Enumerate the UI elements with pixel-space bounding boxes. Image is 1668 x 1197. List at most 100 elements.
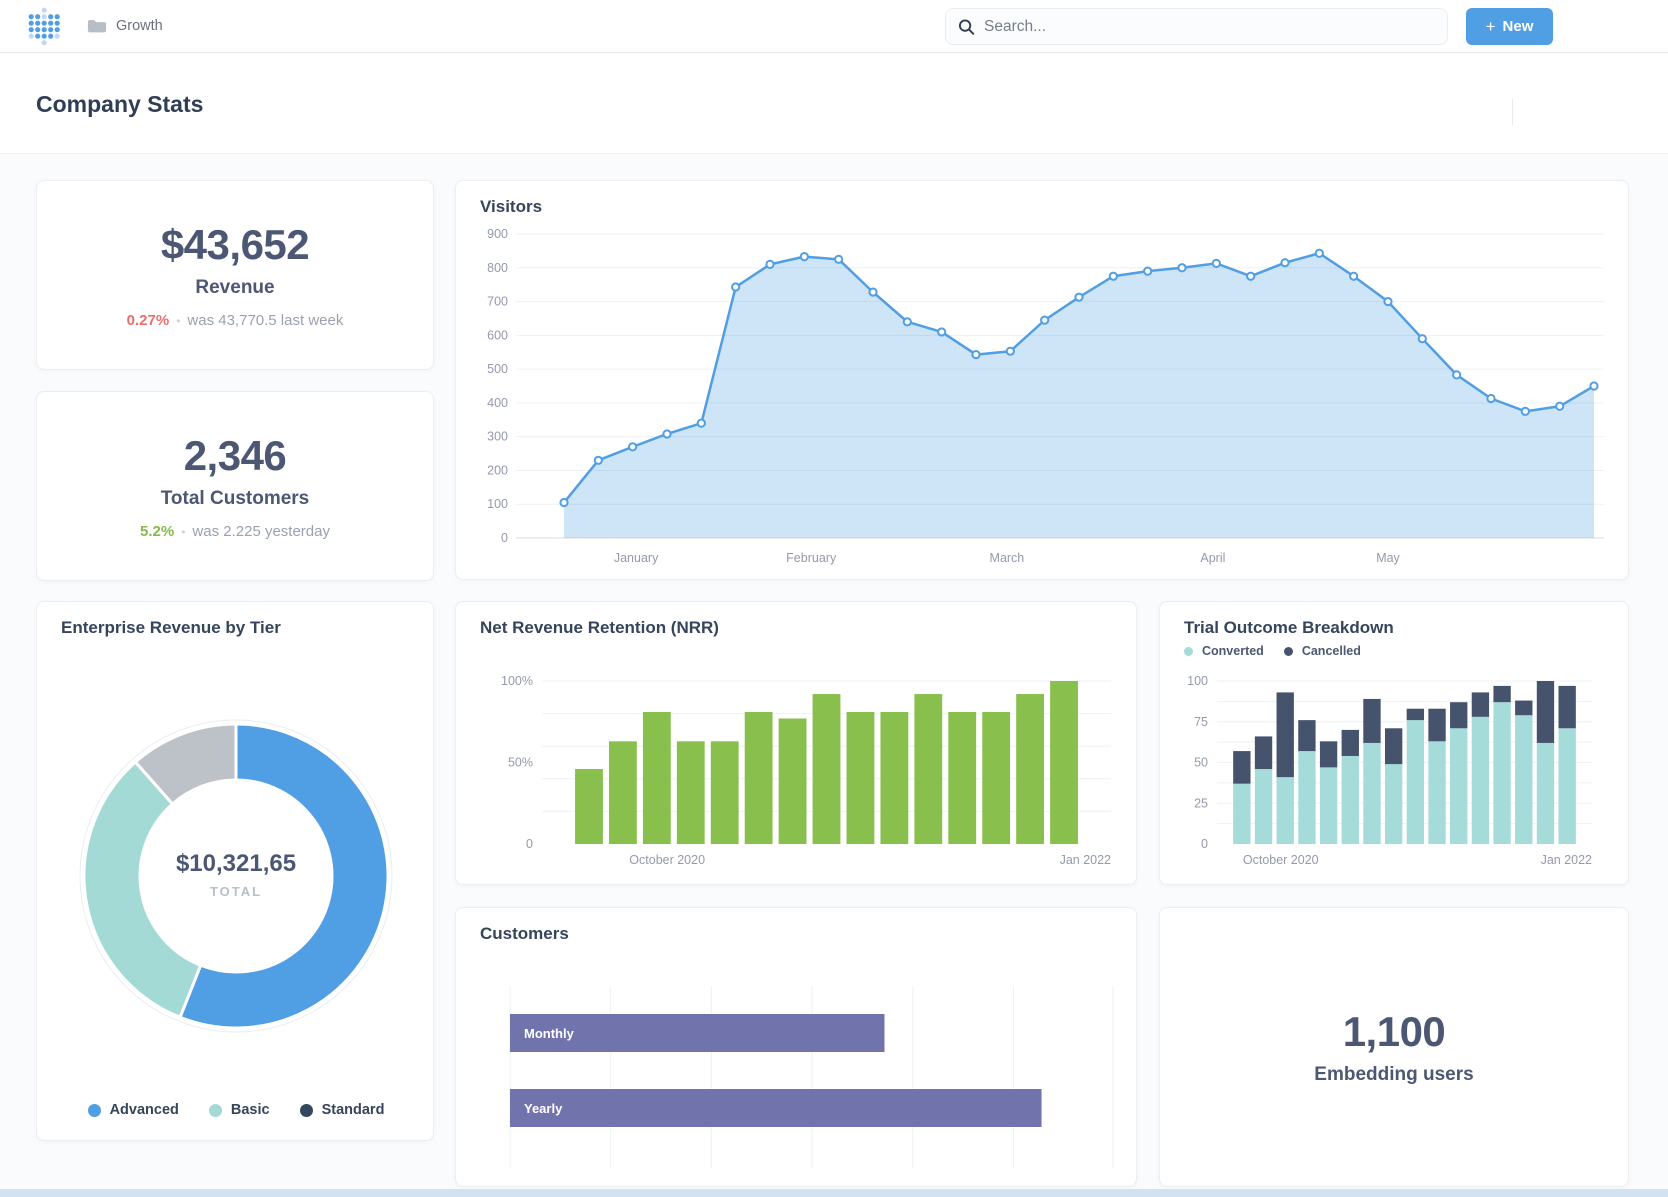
cancelled-bar-segment[interactable]: [1558, 685, 1576, 729]
data-point[interactable]: [937, 327, 947, 337]
legend-item-standard[interactable]: Standard: [299, 1102, 384, 1118]
cancelled-bar-segment[interactable]: [1363, 698, 1381, 743]
data-point[interactable]: [834, 254, 844, 264]
bar[interactable]: [846, 711, 875, 844]
converted-bar-segment[interactable]: [1428, 741, 1446, 844]
total-customers-card[interactable]: 2,346 Total Customers 5.2% • was 2.225 y…: [36, 391, 434, 581]
bar[interactable]: [812, 694, 841, 844]
converted-bar-segment[interactable]: [1254, 769, 1273, 844]
data-point[interactable]: [1211, 258, 1221, 268]
data-point[interactable]: [696, 418, 706, 428]
bar[interactable]: [676, 741, 705, 844]
data-point[interactable]: [1280, 258, 1290, 268]
converted-bar-segment[interactable]: [1384, 764, 1403, 844]
data-point[interactable]: [1555, 401, 1565, 411]
embedding-users-card[interactable]: 1,100 Embedding users: [1159, 907, 1629, 1187]
converted-bar-segment[interactable]: [1276, 777, 1294, 844]
hbar[interactable]: [510, 1014, 885, 1052]
cancelled-bar-segment[interactable]: [1319, 741, 1338, 768]
search-input[interactable]: [984, 17, 1435, 36]
breadcrumb[interactable]: Growth: [87, 18, 163, 34]
data-point[interactable]: [1383, 296, 1393, 307]
converted-bar-segment[interactable]: [1341, 755, 1359, 844]
data-point[interactable]: [628, 442, 638, 452]
data-point[interactable]: [1349, 271, 1359, 281]
revenue-card[interactable]: $43,652 Revenue 0.27% • was 43,770.5 las…: [36, 180, 434, 370]
converted-bar-segment[interactable]: [1515, 715, 1533, 844]
new-button[interactable]: + New: [1466, 8, 1553, 45]
cancelled-bar-segment[interactable]: [1515, 700, 1533, 716]
converted-bar-segment[interactable]: [1558, 728, 1576, 844]
tiers-donut-chart[interactable]: [37, 602, 435, 1142]
data-point[interactable]: [1108, 271, 1118, 281]
cancelled-bar-segment[interactable]: [1428, 708, 1446, 742]
data-point[interactable]: [1005, 346, 1015, 356]
data-point[interactable]: [1314, 248, 1324, 258]
data-point[interactable]: [1452, 370, 1462, 380]
donut-slice-basic[interactable]: [82, 759, 203, 1020]
cancelled-bar-segment[interactable]: [1254, 736, 1273, 770]
trial-stacked-bar-chart[interactable]: 0 25 50 75 100 October 2020 Jan 2022: [1172, 672, 1618, 876]
cancelled-bar-segment[interactable]: [1341, 729, 1359, 756]
bar[interactable]: [575, 769, 603, 844]
cancelled-bar-segment[interactable]: [1450, 702, 1468, 729]
data-point[interactable]: [731, 282, 741, 292]
bar[interactable]: [710, 741, 739, 844]
data-point[interactable]: [559, 497, 569, 508]
bar[interactable]: [1050, 681, 1078, 844]
bar[interactable]: [914, 694, 943, 844]
converted-bar-segment[interactable]: [1493, 702, 1511, 844]
customers-hbar-chart[interactable]: Monthly Yearly: [480, 972, 1114, 1178]
converted-bar-segment[interactable]: [1450, 728, 1468, 844]
donut-slice-standard[interactable]: [133, 722, 238, 807]
legend-item-cancelled[interactable]: Cancelled: [1283, 644, 1361, 658]
converted-bar-segment[interactable]: [1363, 742, 1381, 844]
data-point[interactable]: [1040, 315, 1050, 325]
data-point[interactable]: [799, 252, 809, 262]
search-bar[interactable]: [945, 8, 1448, 45]
cancelled-bar-segment[interactable]: [1233, 751, 1251, 784]
visitors-line-chart[interactable]: 0 100 200 300 400 500 600 700 800 900 January Febru…: [480, 225, 1606, 571]
data-point[interactable]: [662, 429, 672, 439]
bar[interactable]: [982, 711, 1011, 844]
converted-bar-segment[interactable]: [1319, 767, 1338, 844]
cancelled-bar-segment[interactable]: [1406, 708, 1425, 721]
legend-item-converted[interactable]: Converted: [1184, 644, 1264, 658]
converted-bar-segment[interactable]: [1536, 742, 1555, 844]
bar[interactable]: [642, 711, 671, 844]
data-point[interactable]: [902, 317, 912, 327]
hbar[interactable]: [510, 1089, 1042, 1127]
data-point[interactable]: [593, 455, 603, 465]
legend-item-advanced[interactable]: Advanced: [87, 1102, 179, 1118]
data-point[interactable]: [1589, 381, 1599, 391]
data-point[interactable]: [1520, 406, 1530, 416]
bar[interactable]: [778, 718, 807, 844]
data-point[interactable]: [1143, 266, 1153, 276]
converted-bar-segment[interactable]: [1298, 751, 1316, 844]
data-point[interactable]: [1486, 393, 1496, 404]
bar[interactable]: [744, 711, 773, 844]
data-point[interactable]: [868, 287, 878, 297]
converted-bar-segment[interactable]: [1471, 716, 1490, 844]
cancelled-bar-segment[interactable]: [1493, 685, 1511, 703]
cancelled-bar-segment[interactable]: [1276, 692, 1294, 778]
bar[interactable]: [1016, 694, 1045, 844]
data-point[interactable]: [1177, 263, 1187, 273]
donut-slice-advanced[interactable]: [178, 722, 390, 1030]
cancelled-bar-segment[interactable]: [1384, 728, 1403, 765]
legend-item-basic[interactable]: Basic: [208, 1102, 270, 1118]
bar[interactable]: [880, 711, 909, 844]
data-point[interactable]: [765, 259, 775, 270]
converted-bar-segment[interactable]: [1233, 783, 1251, 844]
bar[interactable]: [608, 741, 637, 844]
data-point[interactable]: [971, 349, 981, 360]
app-logo[interactable]: [28, 7, 61, 46]
bar[interactable]: [948, 711, 977, 844]
cancelled-bar-segment[interactable]: [1471, 692, 1490, 717]
data-point[interactable]: [1246, 271, 1256, 281]
cancelled-bar-segment[interactable]: [1536, 681, 1555, 743]
nrr-bar-chart[interactable]: 0 50% 100% October 2020 Jan 2022: [480, 666, 1114, 876]
data-point[interactable]: [1417, 334, 1427, 344]
converted-bar-segment[interactable]: [1406, 720, 1425, 844]
cancelled-bar-segment[interactable]: [1298, 720, 1316, 752]
